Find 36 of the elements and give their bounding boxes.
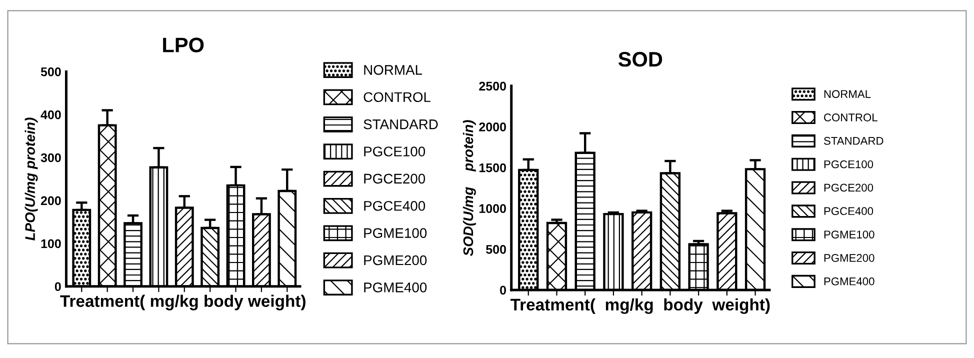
legend-label: PGCE100	[364, 146, 426, 156]
legend-label: STANDARD	[824, 136, 884, 145]
x-axis-title: Treatment( mg/kg body weight)	[510, 298, 770, 314]
y-tick-label: 2000	[479, 122, 506, 132]
legend-label: PGME100	[364, 228, 427, 238]
legend-label: PGCE400	[824, 207, 874, 216]
y-axis-title: LPO(U/mg protein)	[24, 118, 38, 240]
y-tick-label: 2500	[479, 82, 506, 91]
y-tick-label: 300	[40, 153, 61, 162]
legend-label: PGME200	[364, 255, 427, 266]
legend-label: PGME400	[824, 277, 874, 286]
y-tick-label: 500	[40, 67, 61, 76]
legend-label: NORMAL	[364, 65, 422, 75]
chart-title: LPO	[163, 38, 204, 52]
y-axis-title: SOD(U/mg protein)	[462, 120, 476, 256]
legend-label: CONTROL	[824, 114, 878, 122]
y-tick-label: 200	[40, 196, 61, 206]
legend-label: NORMAL	[824, 90, 871, 98]
x-axis-title: Treatment( mg/kg body weight)	[60, 294, 306, 310]
legend-label: PGME100	[824, 230, 874, 238]
legend-label: CONTROL	[364, 92, 431, 102]
legend-label: STANDARD	[364, 119, 438, 130]
legend-label: PGME200	[824, 254, 874, 262]
y-tick-label: 400	[40, 110, 61, 120]
legend-label: PGCE200	[364, 174, 426, 184]
y-tick-label: 500	[486, 244, 506, 254]
y-tick-label: 1000	[479, 204, 506, 214]
y-tick-label: 1500	[479, 163, 506, 172]
y-tick-label: 0	[54, 282, 61, 292]
chart-title: SOD	[618, 52, 662, 67]
legend-label: PGCE200	[824, 184, 874, 192]
legend-label: PGCE100	[824, 160, 874, 168]
y-tick-label: 0	[500, 286, 506, 295]
legend-label: PGCE400	[364, 200, 426, 211]
legend-label: PGME400	[364, 282, 427, 292]
y-tick-label: 100	[41, 239, 61, 248]
